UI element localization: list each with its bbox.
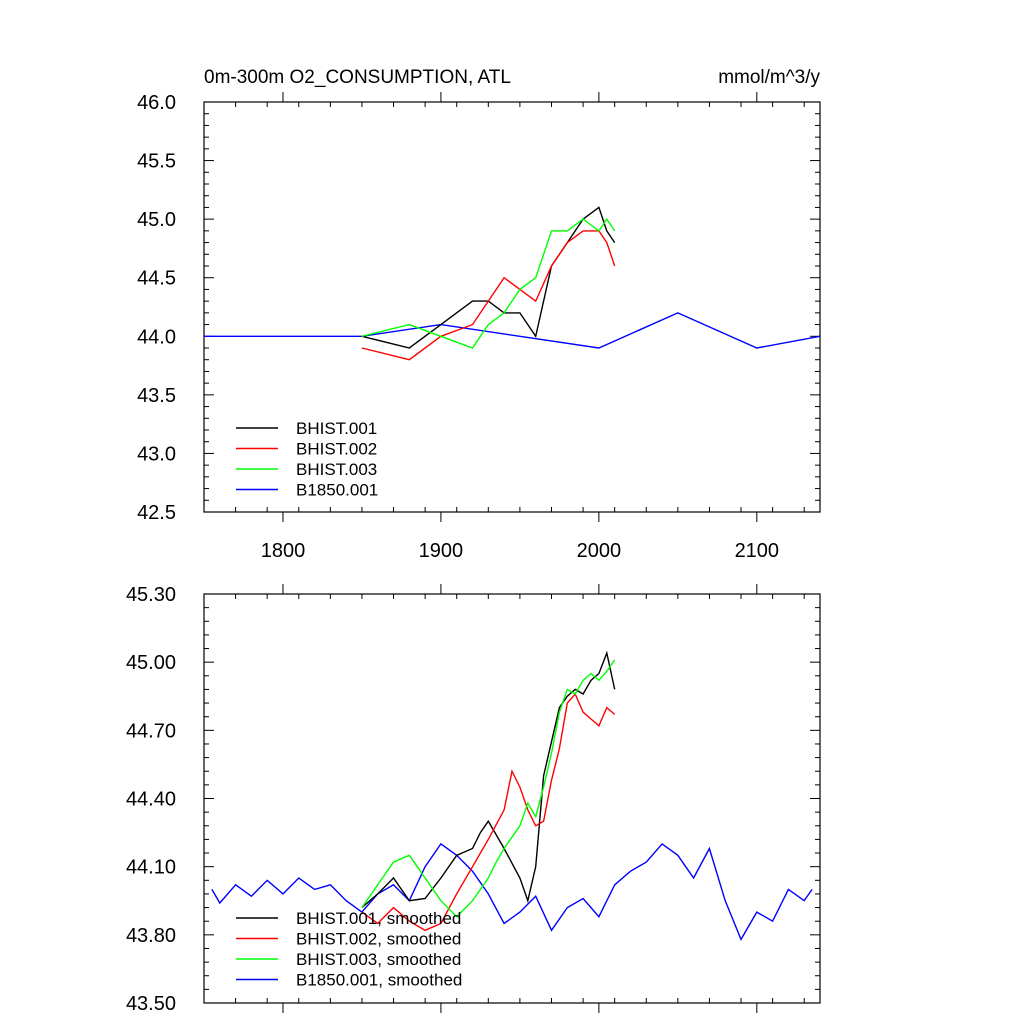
top-series-line-3 [204, 312, 821, 349]
bottom-legend-label-2: BHIST.003, smoothed [296, 950, 461, 969]
top-y-tick-label: 44.5 [137, 268, 176, 290]
bottom-series-line-3 [211, 842, 813, 941]
top-panel-units: mmol/m^3/y [718, 67, 820, 88]
bottom-series-line-2 [361, 659, 616, 918]
top-y-tick-label: 42.5 [137, 502, 176, 524]
top-x-tick-label: 2000 [577, 540, 622, 562]
bottom-series-line-0 [361, 650, 616, 909]
top-legend-label-2: BHIST.003 [296, 460, 377, 479]
top-plot-frame [203, 101, 821, 513]
top-series-line-1 [361, 230, 616, 361]
bottom-y-tick-label: 45.00 [126, 652, 176, 674]
top-panel-title: 0m-300m O2_CONSUMPTION, ATL [204, 67, 511, 88]
bottom-y-tick-label: 44.40 [126, 789, 176, 811]
bottom-y-tick-label: 43.50 [126, 993, 176, 1015]
bottom-y-tick-label: 45.30 [126, 584, 176, 606]
top-series-line-2 [361, 217, 616, 349]
top-y-tick-label: 43.5 [137, 385, 176, 407]
top-x-tick-label: 1800 [261, 540, 306, 562]
bottom-y-tick-label: 43.80 [126, 925, 176, 947]
bottom-series-line-1 [361, 692, 616, 932]
top-x-tick-label: 1900 [419, 540, 464, 562]
top-y-tick-label: 43.0 [137, 443, 176, 465]
bottom-legend-label-0: BHIST.001, smoothed [296, 909, 461, 928]
top-legend-label-3: B1850.001 [296, 481, 378, 500]
top-y-tick-label: 46.0 [137, 92, 176, 114]
bottom-legend-label-1: BHIST.002, smoothed [296, 930, 461, 949]
top-legend-label-1: BHIST.002 [296, 440, 377, 459]
bottom-y-tick-label: 44.10 [126, 857, 176, 879]
top-x-tick-label: 2100 [735, 540, 780, 562]
top-legend-label-0: BHIST.001 [296, 419, 377, 438]
bottom-y-tick-label: 44.70 [126, 720, 176, 742]
top-y-tick-label: 45.0 [137, 209, 176, 231]
top-y-tick-label: 44.0 [137, 326, 176, 348]
bottom-legend-label-3: B1850.001, smoothed [296, 971, 462, 990]
bottom-panel: 43.50 43.80 44.10 44.40 44.70 45.00 45.30 BHIST… [126, 584, 821, 1015]
top-panel: 0m-300m O2_CONSUMPTION, ATL mmol/m^3/y 4… [137, 67, 821, 562]
top-series-line-0 [361, 206, 616, 349]
top-y-tick-label: 45.5 [137, 151, 176, 173]
